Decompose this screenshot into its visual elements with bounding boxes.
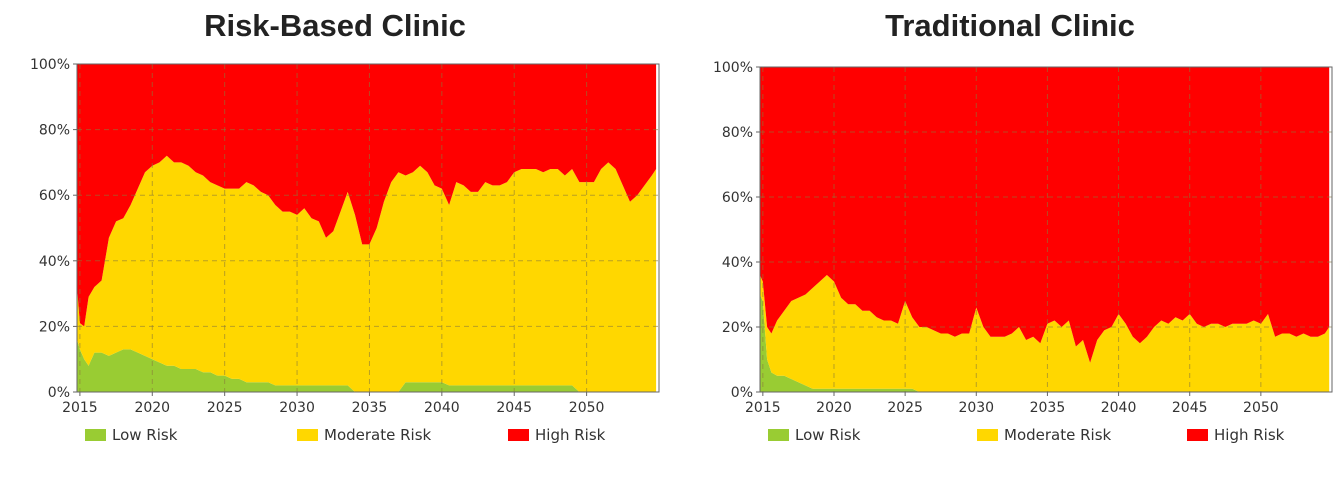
- x-tick-label: 2015: [62, 400, 98, 416]
- moderate-risk-swatch: [297, 429, 318, 441]
- x-tick-label: 2025: [887, 400, 923, 416]
- y-tick-label: 20%: [722, 320, 753, 336]
- legend-item-high-risk: High Risk: [1187, 426, 1284, 444]
- y-tick-label: 100%: [713, 60, 753, 76]
- legend-label: High Risk: [1214, 426, 1284, 444]
- y-tick-label: 60%: [39, 188, 70, 204]
- x-tick-label: 2020: [134, 400, 170, 416]
- x-tick-label: 2035: [1030, 400, 1066, 416]
- legend: Low Risk Moderate Risk High Risk: [0, 426, 670, 450]
- risk-based-clinic-panel: Risk-Based Clinic 0% 20% 40% 60% 80% 100% 2015…: [0, 0, 670, 477]
- legend-label: High Risk: [535, 426, 605, 444]
- legend-label: Low Risk: [795, 426, 860, 444]
- x-tick-label: 2040: [1101, 400, 1137, 416]
- y-tick-label: 20%: [39, 319, 70, 335]
- x-tick-label: 2045: [496, 400, 532, 416]
- low-risk-swatch: [768, 429, 789, 441]
- y-tick-label: 80%: [39, 123, 70, 139]
- traditional-clinic-panel: Traditional Clinic 0% 20% 40% 60% 80% 100% 201…: [680, 0, 1340, 477]
- legend-item-moderate-risk: Moderate Risk: [297, 426, 431, 444]
- legend-item-low-risk: Low Risk: [768, 426, 860, 444]
- legend-item-moderate-risk: Moderate Risk: [977, 426, 1111, 444]
- y-tick-label: 0%: [48, 385, 70, 401]
- y-tick-label: 40%: [722, 255, 753, 271]
- x-tick-label: 2050: [569, 400, 605, 416]
- y-tick-label: 100%: [30, 57, 70, 73]
- moderate-risk-swatch: [977, 429, 998, 441]
- y-tick-label: 0%: [731, 385, 753, 401]
- x-tick-label: 2015: [745, 400, 781, 416]
- x-tick-label: 2030: [958, 400, 994, 416]
- high-risk-swatch: [1187, 429, 1208, 441]
- x-tick-label: 2035: [352, 400, 388, 416]
- legend-item-low-risk: Low Risk: [85, 426, 177, 444]
- y-tick-label: 80%: [722, 125, 753, 141]
- x-tick-label: 2025: [207, 400, 243, 416]
- x-tick-label: 2020: [816, 400, 852, 416]
- y-tick-label: 40%: [39, 254, 70, 270]
- high-risk-swatch: [508, 429, 529, 441]
- legend-label: Low Risk: [112, 426, 177, 444]
- legend-label: Moderate Risk: [1004, 426, 1111, 444]
- risk-based-clinic-plot: 0% 20% 40% 60% 80% 100% 2015 2020 2025 2030 2035 20…: [0, 0, 670, 420]
- traditional-clinic-plot: 0% 20% 40% 60% 80% 100% 2015 2020 2025 2030 2035 20…: [680, 0, 1340, 420]
- x-tick-label: 2045: [1172, 400, 1208, 416]
- legend-item-high-risk: High Risk: [508, 426, 605, 444]
- x-tick-label: 2050: [1243, 400, 1279, 416]
- legend: Low Risk Moderate Risk High Risk: [680, 426, 1340, 450]
- legend-label: Moderate Risk: [324, 426, 431, 444]
- x-tick-label: 2040: [424, 400, 460, 416]
- low-risk-swatch: [85, 429, 106, 441]
- y-tick-label: 60%: [722, 190, 753, 206]
- x-tick-label: 2030: [279, 400, 315, 416]
